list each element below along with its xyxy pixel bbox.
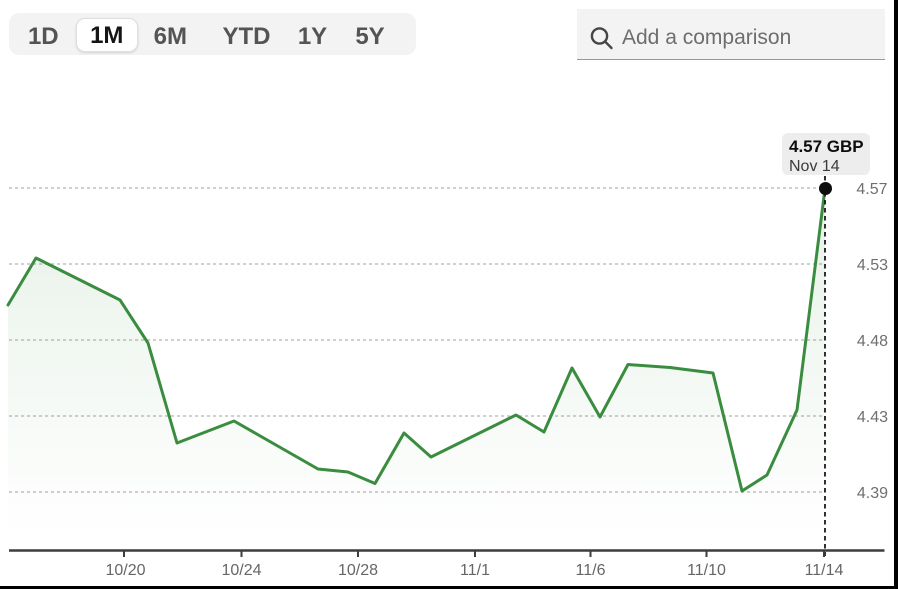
svg-text:4.57: 4.57	[856, 181, 887, 198]
svg-text:4.48: 4.48	[857, 333, 888, 350]
svg-text:4.43: 4.43	[857, 409, 888, 426]
svg-text:10/28: 10/28	[338, 562, 378, 579]
svg-text:10/24: 10/24	[221, 562, 261, 579]
svg-text:4.39: 4.39	[857, 485, 888, 502]
svg-text:4.53: 4.53	[857, 257, 888, 274]
svg-text:11/14: 11/14	[805, 562, 844, 579]
svg-text:11/1: 11/1	[460, 562, 490, 579]
svg-text:11/6: 11/6	[576, 562, 606, 579]
svg-text:10/20: 10/20	[105, 562, 145, 579]
svg-text:11/10: 11/10	[687, 562, 726, 579]
